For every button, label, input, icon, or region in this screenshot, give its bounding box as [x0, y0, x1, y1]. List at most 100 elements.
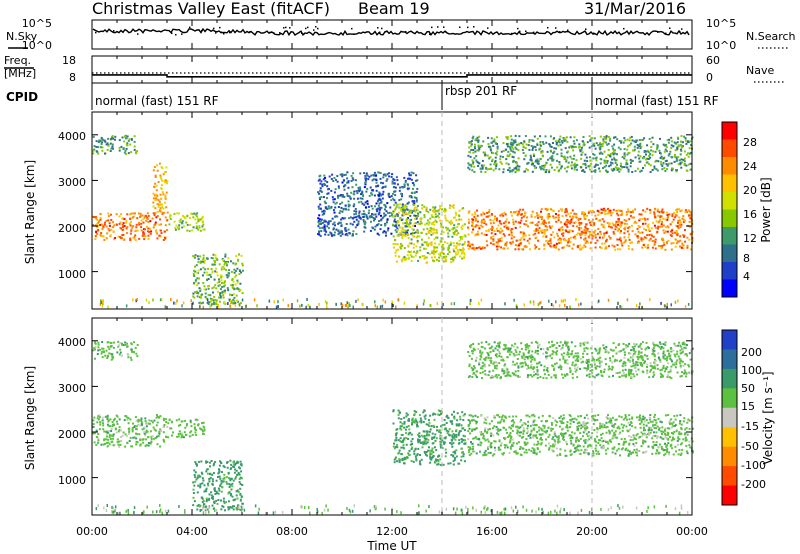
ground-scatter-cell [217, 303, 219, 307]
scatter-cell [406, 223, 409, 226]
scatter-cell [470, 143, 473, 146]
scatter-cell [419, 220, 422, 223]
scatter-cell [675, 224, 678, 227]
scatter-cell [572, 163, 575, 166]
scatter-cell [236, 462, 238, 464]
scatter-cell [364, 182, 367, 185]
scatter-cell [659, 137, 661, 140]
scatter-cell [419, 417, 422, 420]
scatter-cell [371, 213, 374, 215]
scatter-cell [387, 227, 390, 230]
scatter-cell [157, 181, 160, 183]
ground-scatter-cell [562, 299, 564, 303]
scatter-cell [102, 443, 105, 446]
scatter-cell [407, 233, 410, 236]
scatter-cell [133, 425, 136, 427]
scatter-cell [153, 419, 156, 422]
scatter-cell [623, 241, 625, 244]
scatter-cell [214, 260, 217, 263]
scatter-cell [613, 136, 615, 139]
scatter-cell [124, 415, 127, 417]
scatter-cell [680, 209, 683, 212]
ground-scatter-cell [324, 300, 327, 304]
scatter-cell [328, 175, 331, 178]
power-y-tick: 2000 [58, 222, 86, 235]
scatter-cell [239, 493, 242, 496]
scatter-cell [583, 244, 586, 247]
scatter-cell [412, 228, 415, 231]
scatter-cell [550, 150, 552, 153]
ground-scatter-cell [619, 305, 621, 308]
scatter-cell [361, 202, 364, 205]
scatter-cell [678, 245, 681, 248]
scatter-cell [603, 232, 606, 235]
scatter-cell [97, 229, 100, 231]
scatter-cell [462, 434, 465, 437]
scatter-cell [638, 213, 641, 216]
scatter-cell [415, 410, 418, 413]
scatter-cell [109, 213, 112, 216]
scatter-cell [489, 149, 492, 152]
noise-point [473, 26, 475, 28]
scatter-cell [439, 205, 442, 207]
scatter-cell [334, 202, 337, 205]
scatter-cell [486, 211, 489, 214]
scatter-cell [329, 231, 332, 234]
scatter-cell [237, 461, 240, 464]
scatter-cell [408, 432, 411, 435]
scatter-cell [193, 484, 196, 487]
scatter-cell [383, 212, 386, 215]
scatter-cell [117, 340, 120, 343]
scatter-cell [560, 155, 563, 157]
scatter-cell [363, 186, 366, 189]
scatter-cell [220, 276, 222, 279]
scatter-cell [571, 145, 574, 148]
scatter-cell [418, 256, 421, 259]
scatter-cell [205, 470, 208, 473]
scatter-cell [660, 155, 663, 158]
scatter-cell [606, 212, 609, 215]
scatter-cell [570, 164, 573, 167]
scatter-cell [199, 262, 202, 264]
scatter-cell [355, 212, 357, 215]
scatter-cell [165, 436, 168, 439]
scatter-cell [104, 415, 107, 418]
scatter-cell [152, 201, 155, 204]
scatter-cell [594, 233, 597, 236]
scatter-cell [405, 415, 408, 418]
scatter-cell [652, 235, 655, 238]
scatter-cell [665, 241, 668, 244]
scatter-cell [232, 262, 235, 265]
scatter-cell [403, 230, 406, 232]
scatter-cell [446, 242, 449, 245]
scatter-cell [559, 144, 562, 146]
scatter-cell [463, 243, 466, 245]
scatter-cell [396, 443, 399, 446]
scatter-cell [429, 457, 432, 460]
scatter-cell [583, 229, 586, 231]
scatter-cell [318, 230, 320, 233]
scatter-cell [427, 236, 430, 239]
scatter-cell [635, 222, 638, 224]
scatter-cell [327, 188, 330, 191]
scatter-cell [130, 138, 133, 141]
scatter-cell [391, 173, 394, 176]
scatter-cell [468, 142, 471, 145]
scatter-cell [239, 487, 242, 490]
scatter-cell [480, 170, 483, 173]
scatter-cell [431, 437, 434, 440]
scatter-cell [108, 436, 111, 439]
scatter-cell [619, 231, 622, 234]
scatter-cell [437, 409, 440, 412]
scatter-cell [657, 214, 659, 217]
scatter-cell [583, 217, 586, 220]
scatter-cell [135, 151, 137, 154]
scatter-cell [655, 159, 658, 162]
scatter-cell [361, 190, 364, 193]
scatter-cell [568, 240, 570, 243]
scatter-cell [349, 216, 352, 219]
scatter-cell [415, 200, 418, 203]
scatter-cell [192, 295, 195, 298]
scatter-cell [162, 239, 165, 241]
scatter-cell [409, 194, 412, 197]
